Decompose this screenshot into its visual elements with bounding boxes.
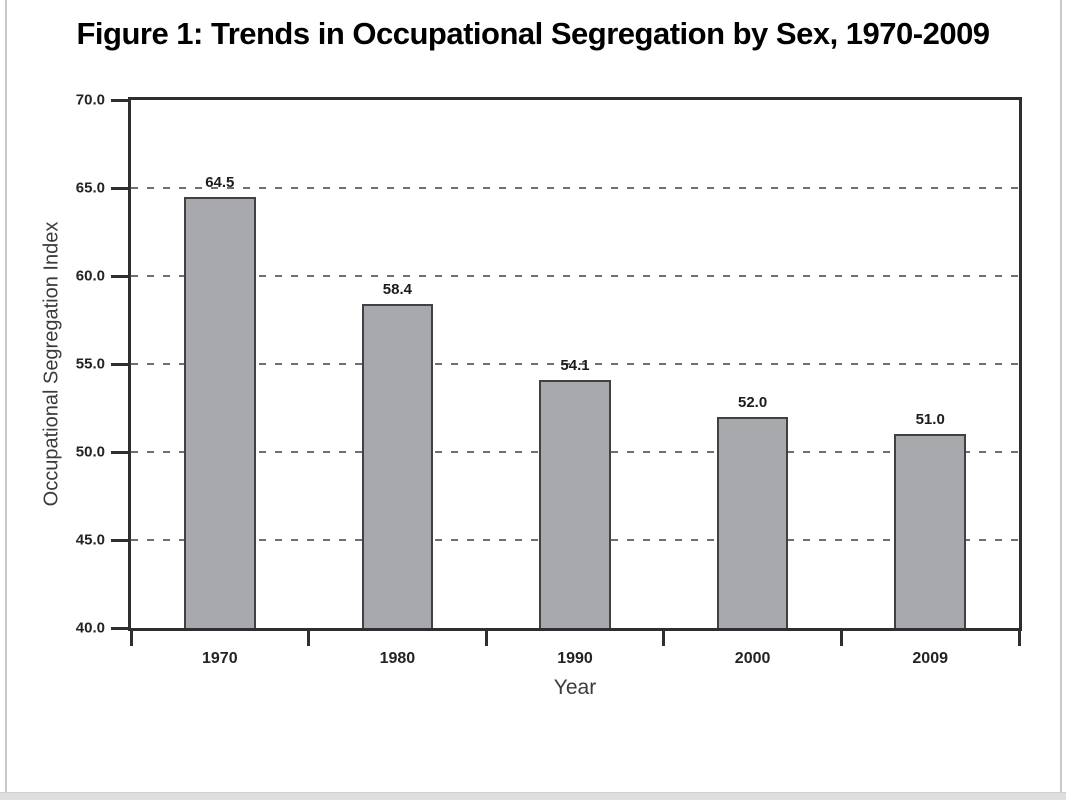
x-axis-tick xyxy=(662,631,666,646)
y-axis-title: Occupational Segregation Index xyxy=(40,221,63,507)
x-axis-tick xyxy=(484,631,488,646)
bar-value-label: 51.0 xyxy=(915,411,945,429)
y-axis-tick xyxy=(111,362,128,366)
y-axis-tick xyxy=(111,538,128,542)
bar-2000 xyxy=(716,416,789,628)
x-category-label: 2000 xyxy=(734,650,771,667)
y-tick-label: 50.0 xyxy=(75,443,105,461)
bar-2009 xyxy=(894,434,966,628)
x-axis-tick xyxy=(1017,631,1021,646)
bar-value-label: 64.5 xyxy=(205,173,235,191)
x-category-label: 1980 xyxy=(379,650,416,667)
x-category-label: 1970 xyxy=(202,650,238,667)
x-axis-tick xyxy=(839,631,843,646)
x-axis-title: Year xyxy=(553,676,597,699)
bar-value-label: 58.4 xyxy=(382,281,412,299)
bar-value-label: 54.1 xyxy=(560,356,590,374)
bar-1970 xyxy=(184,196,256,628)
gridline-55 xyxy=(131,363,1019,365)
y-axis-tick xyxy=(111,98,128,102)
y-tick-label: 45.0 xyxy=(75,531,105,549)
bar-value-label: 52.0 xyxy=(737,393,768,411)
y-axis-tick xyxy=(111,186,128,190)
bar-chart-plot-area: 70.0 65.0 60.0 55.0 50.0 45.0 40.0 64.5 1970 58.4… xyxy=(76,92,1022,667)
y-tick-label: 55.0 xyxy=(75,355,105,373)
figure-title: Figure 1: Trends in Occupational Segrega… xyxy=(76,16,990,51)
y-axis-tick xyxy=(111,626,128,630)
x-category-label: 2009 xyxy=(912,650,948,667)
x-axis-tick xyxy=(307,631,311,646)
x-axis-tick xyxy=(129,631,133,646)
y-tick-label: 40.0 xyxy=(75,619,105,637)
y-tick-label: 70.0 xyxy=(75,91,105,109)
bar-1980 xyxy=(361,304,434,628)
y-tick-label: 60.0 xyxy=(75,267,105,285)
page-border-right xyxy=(1060,0,1062,792)
gridline-60 xyxy=(131,275,1019,277)
gridline-65 xyxy=(131,187,1019,189)
y-tick-label: 65.0 xyxy=(75,179,105,197)
page-border-left xyxy=(5,0,7,792)
y-axis-tick xyxy=(111,274,128,278)
page-bottom-strip xyxy=(0,792,1066,800)
y-axis-tick xyxy=(111,450,128,454)
bar-1990 xyxy=(539,379,611,628)
x-category-label: 1990 xyxy=(557,650,593,667)
